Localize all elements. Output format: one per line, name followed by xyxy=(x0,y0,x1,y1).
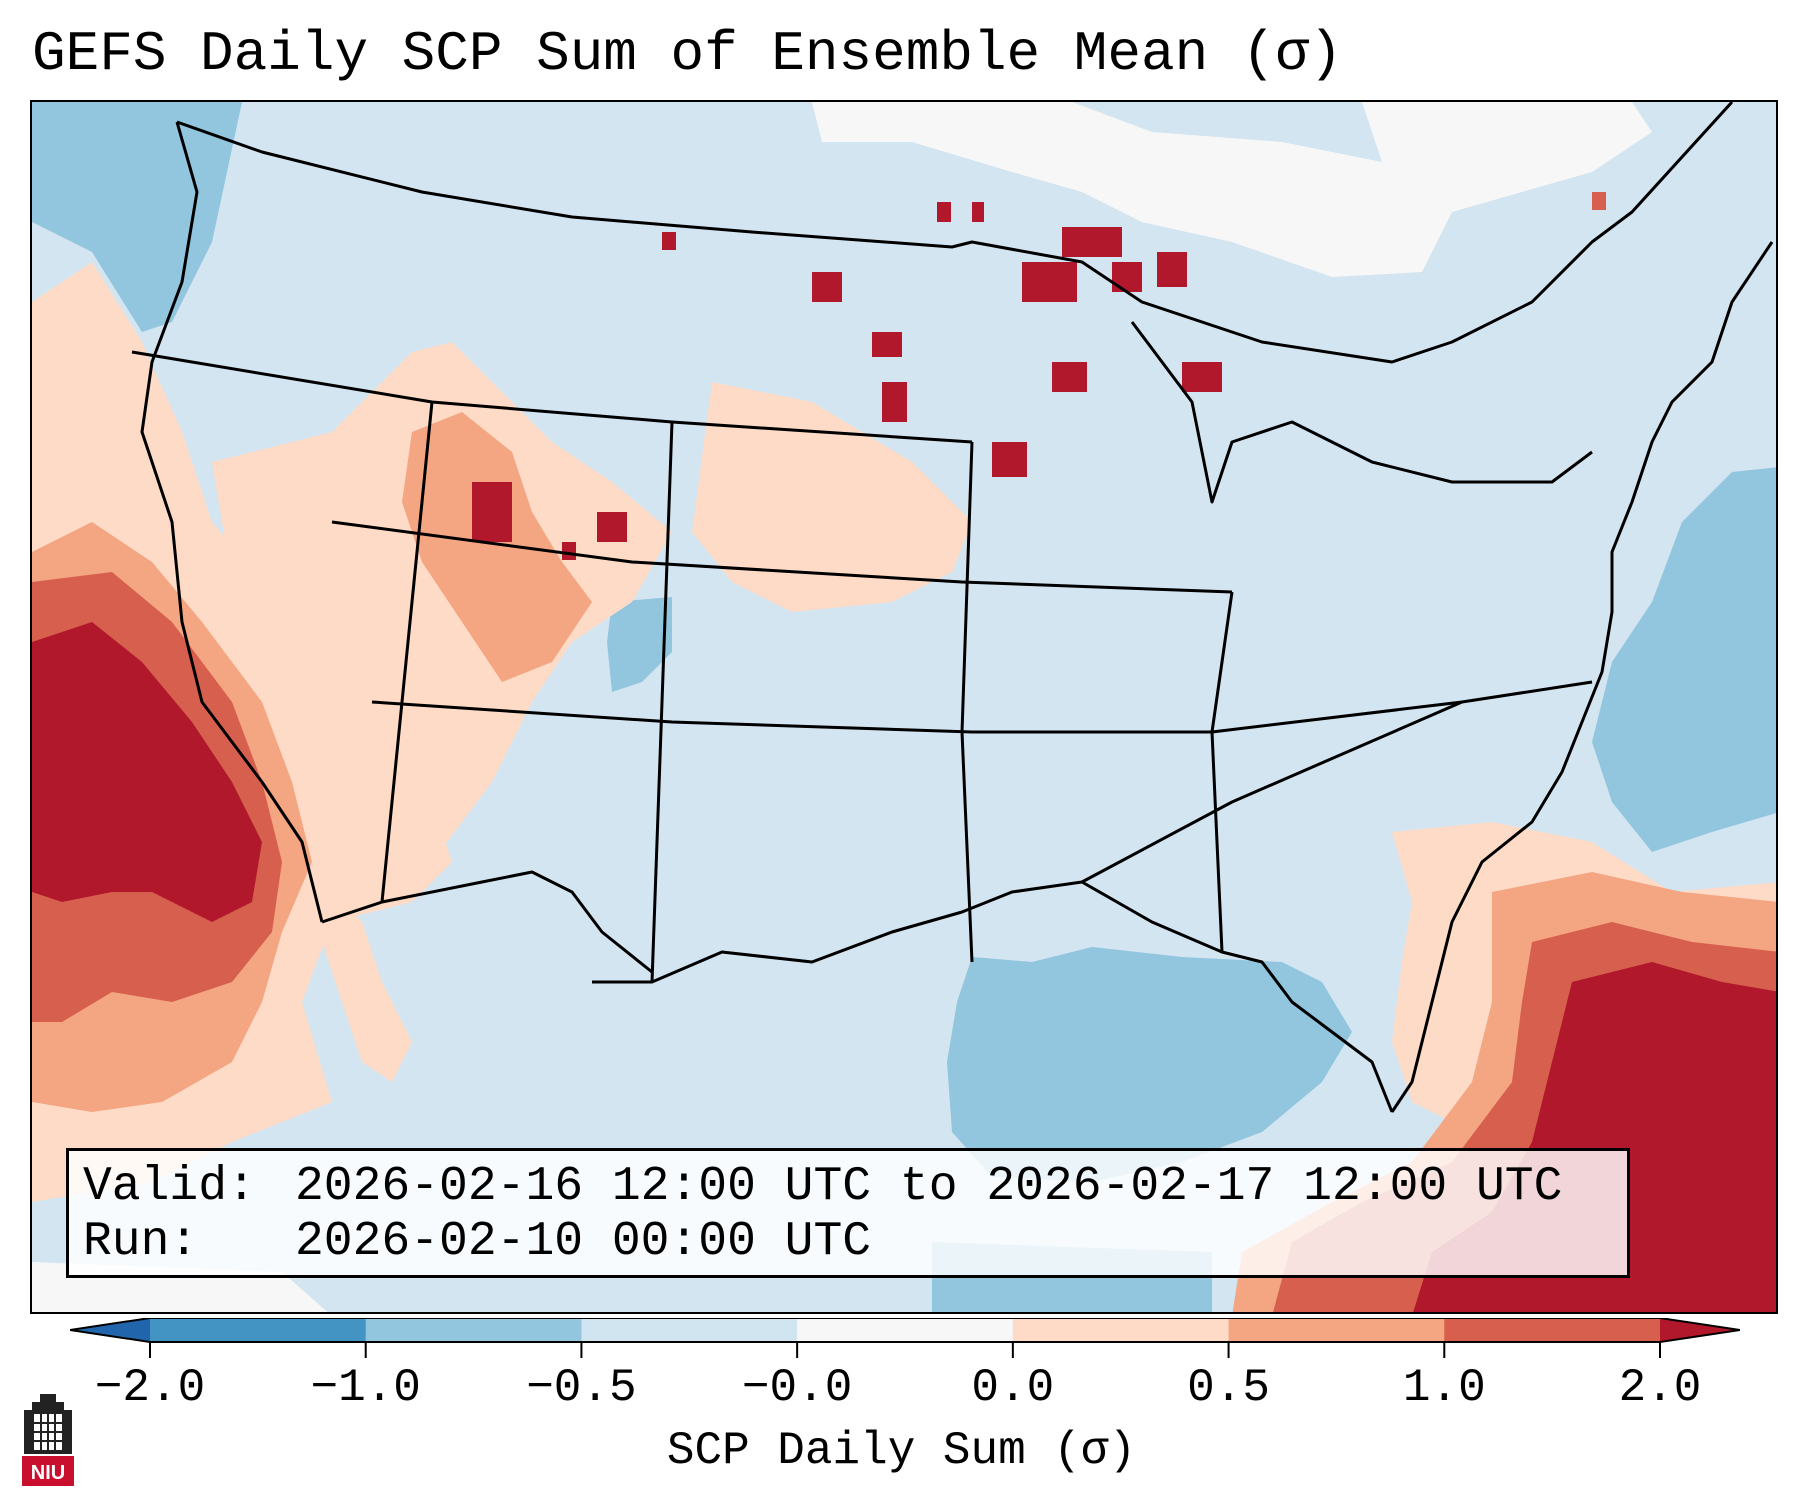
field-baja-pale xyxy=(322,882,412,1082)
colorbar-bin-6 xyxy=(1444,1318,1661,1342)
field-idaho-salmon xyxy=(402,412,592,682)
logo-badge xyxy=(22,1456,74,1486)
state-line-f xyxy=(380,401,434,903)
colorbar-tick-label-5: 0.5 xyxy=(1187,1362,1270,1414)
colorbar-bin-1 xyxy=(365,1318,582,1342)
state-line-e xyxy=(960,441,974,963)
state-boundaries xyxy=(131,102,1774,1113)
colorbar-label: SCP Daily Sum (σ) xyxy=(666,1425,1137,1477)
niu-logo: NIU xyxy=(22,1394,74,1486)
run-label: Run: xyxy=(83,1215,199,1269)
colorbar-bin-4 xyxy=(1012,1318,1230,1342)
colorbar-tick-label-3: −0.0 xyxy=(741,1362,853,1414)
valid-row: Valid: 2026-02-16 12:00 UTC to 2026-02-17… xyxy=(83,1160,1627,1215)
colorbar xyxy=(70,1318,1740,1358)
field-california-darkred xyxy=(32,622,262,922)
colorbar-tick-label-7: 2.0 xyxy=(1618,1362,1702,1414)
field-texas-blue xyxy=(607,597,672,692)
state-line-h xyxy=(1081,700,1463,884)
colorbar-ticks xyxy=(149,1342,1661,1358)
great-lakes-outline xyxy=(1130,321,1593,504)
scp-field-layer xyxy=(32,102,1776,1312)
map-panel xyxy=(30,100,1778,1314)
field-gulf-blue xyxy=(947,947,1352,1182)
valid-value: 2026-02-16 12:00 UTC to 2026-02-17 12:00… xyxy=(295,1160,1563,1214)
colorbar-tick-label-4: 0.0 xyxy=(971,1362,1055,1414)
colorbar-tick-label-0: −2.0 xyxy=(94,1362,206,1414)
logo-window-grid xyxy=(34,1414,62,1450)
chart-title: GEFS Daily SCP Sum of Ensemble Mean (σ) xyxy=(32,22,1343,86)
colorbar-outline xyxy=(70,1318,1740,1343)
field-atlantic-blue xyxy=(1592,467,1776,852)
conus-map xyxy=(32,102,1776,1312)
run-row: Run: 2026-02-10 00:00 UTC xyxy=(83,1215,1627,1270)
state-line-a xyxy=(131,350,973,444)
valid-label: Valid: xyxy=(83,1160,256,1214)
field-pacific-nw-blue xyxy=(32,102,242,332)
field-intermountain-pale xyxy=(212,342,672,862)
colorbar-tick-label-1: −1.0 xyxy=(310,1362,421,1414)
field-canada-white xyxy=(812,102,1452,277)
state-line-g xyxy=(1210,591,1234,953)
colorbar-over-extension xyxy=(1660,1318,1740,1342)
colorbar-bin-5 xyxy=(1228,1318,1445,1342)
colorbar-tick-label-2: −0.5 xyxy=(526,1362,637,1414)
valid-time-box: Valid: 2026-02-16 12:00 UTC to 2026-02-17… xyxy=(66,1148,1630,1278)
run-value: 2026-02-10 00:00 UTC xyxy=(295,1215,872,1269)
colorbar-tick-label-6: 1.0 xyxy=(1402,1362,1486,1414)
state-line-d xyxy=(650,421,674,983)
colorbar-bin-3 xyxy=(797,1318,1014,1342)
state-line-b xyxy=(371,680,1593,734)
colorbar-bins xyxy=(150,1318,1661,1342)
field-plains-pale xyxy=(692,382,972,612)
field-ne-white xyxy=(1362,102,1652,212)
state-line-c xyxy=(331,520,1233,594)
logo-text: NIU xyxy=(31,1462,65,1484)
colorbar-under-extension xyxy=(70,1318,150,1342)
colorbar-bin-2 xyxy=(581,1318,798,1342)
field-scattered-pixels xyxy=(472,192,1606,560)
pacific-coast xyxy=(140,121,324,923)
colorbar-bin-0 xyxy=(150,1318,367,1342)
us-canada-border xyxy=(176,102,1734,364)
atlantic-coast xyxy=(1390,241,1774,1113)
